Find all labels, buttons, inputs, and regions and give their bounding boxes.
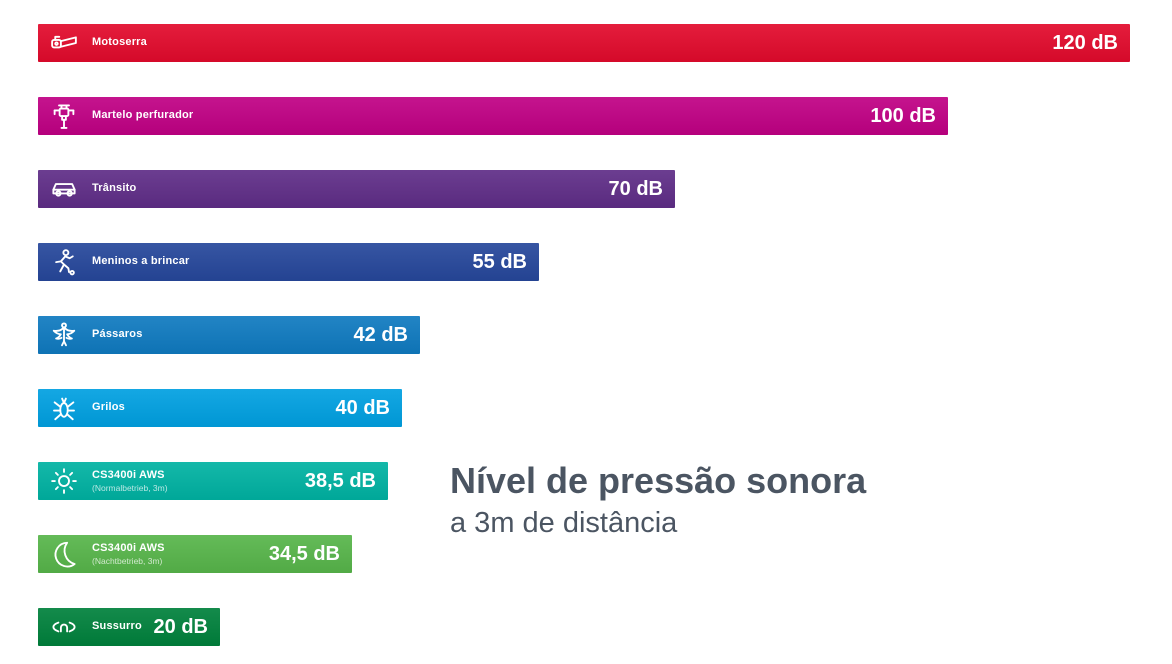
bar-row: Trânsito 70 dB [38, 170, 675, 208]
bar-labels: Grilos [92, 401, 125, 415]
bar-value: 100 dB [870, 104, 936, 127]
bar-labels: Sussurro [92, 620, 142, 634]
bar-labels: Meninos a brincar [92, 255, 190, 269]
bar-label: Grilos [92, 401, 125, 414]
title-block: Nível de pressão sonora a 3m de distânci… [450, 460, 866, 540]
bar-value: 120 dB [1052, 31, 1118, 54]
chainsaw-icon [38, 28, 90, 58]
bar-chart: Motoserra 120 dB Martelo perfurador 100 … [38, 24, 1130, 664]
cricket-icon [38, 393, 90, 423]
bar-label: Motoserra [92, 36, 147, 49]
bar-sublabel: (Normalbetrieb, 3m) [92, 482, 168, 493]
bar-value: 42 dB [353, 323, 408, 346]
bar-value: 34,5 dB [268, 542, 340, 565]
bar-value: 38,5 dB [304, 469, 376, 492]
bar-row: Sussurro 20 dB [38, 608, 220, 646]
car-icon [38, 174, 90, 204]
bar-row: Grilos 40 dB [38, 389, 402, 427]
jackhammer-icon [38, 101, 90, 131]
bar-label: Trânsito [92, 182, 137, 195]
bar-value: 40 dB [335, 396, 390, 419]
bar-row: Martelo perfurador 100 dB [38, 97, 948, 135]
bar-labels: CS3400i AWS (Nachtbetrieb, 3m) [92, 542, 165, 566]
bar-label: CS3400i AWS [92, 542, 165, 555]
bar-label: Martelo perfurador [92, 109, 194, 122]
bar-value: 55 dB [472, 250, 527, 273]
moon-icon [38, 539, 90, 569]
bar-row: CS3400i AWS (Normalbetrieb, 3m) 38,5 dB [38, 462, 388, 500]
bar-value: 20 dB [153, 615, 208, 638]
whisper-icon [38, 612, 90, 642]
bird-icon [38, 320, 90, 350]
bar-labels: Pássaros [92, 328, 143, 342]
bar-row: Pássaros 42 dB [38, 316, 420, 354]
bar-label: Sussurro [92, 620, 142, 633]
bar-label: Pássaros [92, 328, 143, 341]
bar-row: CS3400i AWS (Nachtbetrieb, 3m) 34,5 dB [38, 535, 352, 573]
bar-sublabel: (Nachtbetrieb, 3m) [92, 555, 163, 566]
bar-labels: Trânsito [92, 182, 136, 196]
bar-row: Motoserra 120 dB [38, 24, 1130, 62]
bar-label: Meninos a brincar [92, 255, 190, 268]
bar-labels: Motoserra [92, 36, 147, 50]
bar-value: 70 dB [608, 177, 663, 200]
bar-labels: CS3400i AWS (Normalbetrieb, 3m) [92, 469, 168, 493]
sun-icon [38, 466, 90, 496]
bar-label: CS3400i AWS [92, 469, 165, 482]
page-subtitle: a 3m de distância [450, 507, 678, 540]
page-title: Nível de pressão sonora [450, 460, 867, 501]
bar-row: Meninos a brincar 55 dB [38, 243, 539, 281]
child-playing-icon [38, 247, 90, 277]
bar-labels: Martelo perfurador [92, 109, 193, 123]
